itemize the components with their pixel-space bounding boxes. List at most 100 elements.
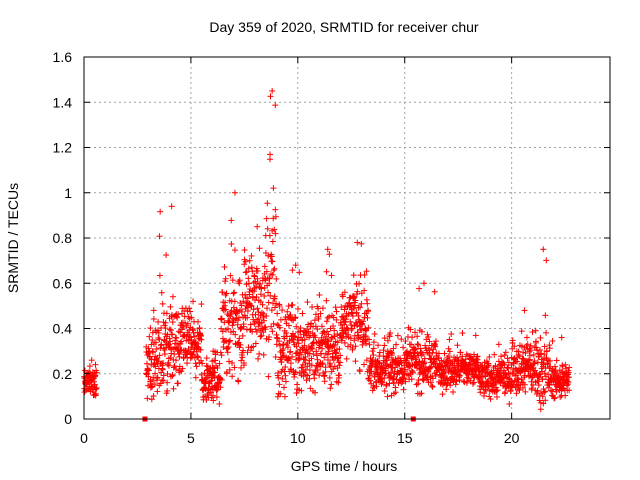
data-point <box>269 328 276 335</box>
data-point <box>147 353 154 360</box>
data-point <box>235 278 242 285</box>
data-point <box>426 338 433 345</box>
data-point <box>194 340 201 347</box>
data-point <box>256 245 263 252</box>
data-point <box>210 397 217 404</box>
data-point <box>281 393 288 400</box>
data-point <box>474 353 481 360</box>
data-point <box>264 305 271 312</box>
data-point <box>405 359 412 366</box>
data-point <box>402 368 409 375</box>
data-point <box>363 357 370 364</box>
data-point <box>150 307 157 314</box>
data-point <box>301 336 308 343</box>
data-point <box>321 354 328 361</box>
data-point <box>260 314 267 321</box>
data-point <box>284 344 291 351</box>
data-point <box>347 318 354 325</box>
data-point <box>197 346 204 353</box>
data-point <box>288 316 295 323</box>
data-point <box>389 364 396 371</box>
data-point <box>445 345 452 352</box>
data-point <box>541 370 548 377</box>
data-point <box>416 285 423 292</box>
data-point <box>160 372 167 379</box>
data-point <box>386 333 393 340</box>
data-point <box>447 379 454 386</box>
data-point <box>529 329 536 336</box>
data-point <box>222 306 229 313</box>
data-point <box>493 388 500 395</box>
data-point <box>159 376 166 383</box>
data-point <box>393 376 400 383</box>
data-point <box>229 373 236 380</box>
data-point <box>285 322 292 329</box>
data-point <box>187 308 194 315</box>
data-point <box>164 361 171 368</box>
data-point <box>341 339 348 346</box>
y-tick-label: 0.4 <box>53 321 73 337</box>
data-point <box>534 388 541 395</box>
data-point <box>356 368 363 375</box>
data-point <box>227 337 234 344</box>
data-point <box>289 353 296 360</box>
data-point <box>541 389 548 396</box>
data-point <box>236 277 243 284</box>
data-point <box>439 391 446 398</box>
data-point <box>441 350 448 357</box>
data-point <box>245 275 252 282</box>
data-point <box>247 302 254 309</box>
data-point <box>236 335 243 342</box>
data-point <box>530 351 537 358</box>
data-point <box>408 341 415 348</box>
data-point <box>487 396 494 403</box>
data-point <box>366 341 373 348</box>
data-point <box>533 338 540 345</box>
data-point <box>198 336 205 343</box>
data-point <box>152 363 159 370</box>
data-point <box>334 339 341 346</box>
data-point <box>188 314 195 321</box>
data-point <box>271 265 278 272</box>
data-point <box>166 341 173 348</box>
data-point <box>385 354 392 361</box>
data-point <box>292 369 299 376</box>
data-point <box>543 329 550 336</box>
data-point <box>240 298 247 305</box>
data-point <box>347 335 354 342</box>
data-point <box>280 353 287 360</box>
data-point <box>245 265 252 272</box>
data-point <box>218 316 225 323</box>
data-point <box>267 93 274 100</box>
data-point <box>364 314 371 321</box>
data-point <box>370 345 377 352</box>
data-point <box>158 289 165 296</box>
data-point <box>553 357 560 364</box>
data-point <box>350 305 357 312</box>
data-point <box>167 327 174 334</box>
data-point <box>419 351 426 358</box>
data-point <box>514 375 521 382</box>
data-point <box>402 338 409 345</box>
data-point <box>167 303 174 310</box>
data-point <box>351 294 358 301</box>
data-point <box>428 363 435 370</box>
data-point <box>341 289 348 296</box>
data-point <box>92 372 99 379</box>
data-point <box>342 316 349 323</box>
data-point <box>196 324 203 331</box>
data-point <box>477 389 484 396</box>
data-point <box>282 363 289 370</box>
data-point <box>527 347 534 354</box>
data-point <box>261 293 268 300</box>
data-point <box>365 336 372 343</box>
data-point <box>231 189 238 196</box>
data-point <box>254 223 261 230</box>
data-point <box>380 347 387 354</box>
data-point <box>198 371 205 378</box>
data-point <box>332 304 339 311</box>
data-point <box>219 328 226 335</box>
data-point <box>518 328 525 335</box>
data-point <box>289 267 296 274</box>
data-point <box>168 203 175 210</box>
